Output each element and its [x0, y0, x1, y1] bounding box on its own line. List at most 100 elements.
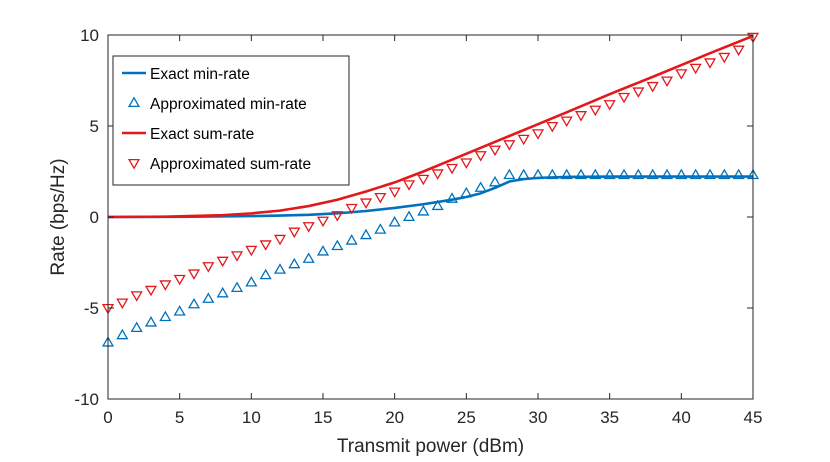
data-point-approximated-sum-rate	[660, 76, 674, 88]
data-point-approximated-min-rate	[144, 316, 158, 327]
x-axis-label: Transmit power (dBm)	[337, 436, 524, 457]
data-point-approximated-min-rate	[675, 168, 688, 180]
data-point-approximated-min-rate	[402, 210, 416, 222]
data-point-approximated-sum-rate	[560, 116, 573, 128]
data-point-approximated-sum-rate	[230, 251, 244, 262]
data-point-approximated-min-rate	[230, 281, 244, 293]
y-tick-label: 10	[80, 26, 99, 45]
data-point-approximated-sum-rate	[116, 298, 129, 310]
data-point-approximated-sum-rate	[216, 256, 229, 268]
legend-swatch-approximated-min-rate	[127, 96, 141, 108]
y-axis-label: Rate (bps/Hz)	[48, 158, 69, 275]
data-point-approximated-min-rate	[288, 257, 301, 269]
legend-label-exact-min-rate: Exact min-rate	[150, 66, 250, 83]
data-point-approximated-sum-rate	[460, 158, 473, 169]
data-point-approximated-sum-rate	[675, 69, 688, 80]
data-point-approximated-sum-rate	[546, 121, 559, 133]
data-point-approximated-min-rate	[273, 263, 287, 274]
data-point-approximated-min-rate	[703, 168, 717, 180]
x-tick-label: 35	[600, 408, 619, 427]
data-point-approximated-min-rate	[560, 168, 573, 180]
x-tick-label: 45	[744, 408, 763, 427]
data-point-approximated-min-rate	[603, 168, 616, 180]
data-point-approximated-sum-rate	[144, 285, 158, 297]
data-point-approximated-sum-rate	[288, 227, 301, 239]
data-point-approximated-sum-rate	[488, 145, 502, 157]
x-tick-label: 15	[314, 408, 333, 427]
data-point-approximated-sum-rate	[445, 163, 459, 175]
data-point-approximated-min-rate	[660, 168, 674, 180]
data-point-approximated-sum-rate	[417, 174, 430, 186]
data-point-approximated-min-rate	[259, 268, 272, 280]
legend-box	[112, 55, 350, 186]
data-point-approximated-min-rate	[718, 168, 731, 180]
y-tick-label: 5	[90, 117, 99, 136]
data-point-approximated-min-rate	[302, 252, 315, 263]
data-point-approximated-min-rate	[632, 168, 645, 180]
data-point-approximated-sum-rate	[316, 216, 330, 228]
y-tick-label: -10	[74, 390, 99, 409]
data-point-approximated-min-rate	[517, 168, 530, 180]
data-point-approximated-min-rate	[531, 168, 545, 180]
data-point-approximated-min-rate	[589, 168, 602, 180]
data-point-approximated-min-rate	[732, 168, 745, 180]
data-point-approximated-min-rate	[689, 168, 702, 180]
x-tick-label: 25	[457, 408, 476, 427]
x-tick-label: 20	[385, 408, 404, 427]
data-point-approximated-sum-rate	[531, 129, 545, 140]
data-point-approximated-min-rate	[388, 215, 401, 227]
data-point-approximated-min-rate	[216, 286, 229, 298]
data-point-approximated-min-rate	[187, 297, 201, 309]
data-point-approximated-min-rate	[130, 321, 143, 333]
data-point-approximated-sum-rate	[259, 240, 272, 251]
data-point-approximated-min-rate	[474, 181, 487, 192]
legend-swatch-approximated-sum-rate	[127, 158, 141, 170]
data-point-approximated-sum-rate	[617, 92, 631, 104]
data-point-approximated-sum-rate	[431, 169, 444, 180]
x-axis: 0 5 10 15 20 25 30 35 40 45	[103, 35, 762, 427]
data-point-approximated-sum-rate	[202, 262, 215, 273]
data-point-approximated-sum-rate	[130, 291, 143, 302]
data-point-approximated-min-rate	[503, 168, 516, 180]
data-point-approximated-sum-rate	[388, 187, 401, 199]
y-tick-label: -5	[84, 299, 99, 318]
data-point-approximated-sum-rate	[632, 87, 645, 98]
data-point-approximated-sum-rate	[703, 58, 717, 69]
data-point-approximated-sum-rate	[474, 151, 487, 162]
data-point-approximated-sum-rate	[746, 32, 760, 44]
data-point-approximated-sum-rate	[374, 192, 387, 204]
data-point-approximated-min-rate	[374, 223, 387, 234]
x-tick-label: 10	[242, 408, 261, 427]
x-tick-label: 30	[529, 408, 548, 427]
y-axis: -10 -5 0 5 10	[74, 26, 753, 409]
data-point-approximated-min-rate	[445, 192, 459, 203]
series-line-exact-sum-rate	[107, 34, 754, 219]
data-point-approximated-min-rate	[546, 168, 559, 180]
legend-label-approximated-sum-rate: Approximated sum-rate	[150, 156, 311, 173]
data-point-approximated-sum-rate	[345, 203, 358, 215]
data-point-approximated-sum-rate	[302, 222, 315, 233]
data-point-approximated-min-rate	[359, 228, 373, 240]
data-point-approximated-min-rate	[345, 234, 358, 245]
data-point-approximated-min-rate	[417, 205, 430, 216]
data-point-approximated-sum-rate	[331, 211, 344, 222]
data-point-approximated-sum-rate	[245, 245, 258, 257]
data-point-approximated-sum-rate	[574, 111, 588, 122]
y-tick-label: 0	[90, 208, 99, 227]
data-point-approximated-sum-rate	[732, 45, 745, 57]
data-point-approximated-sum-rate	[402, 180, 416, 191]
data-point-approximated-sum-rate	[517, 134, 530, 146]
data-point-approximated-min-rate	[460, 186, 473, 198]
data-point-approximated-min-rate	[116, 328, 129, 340]
legend-label-exact-sum-rate: Exact sum-rate	[150, 126, 254, 143]
data-point-approximated-min-rate	[331, 239, 344, 251]
data-point-approximated-sum-rate	[359, 198, 373, 209]
data-point-approximated-min-rate	[488, 175, 502, 187]
data-point-approximated-sum-rate	[503, 140, 516, 151]
series-layer	[101, 32, 760, 347]
data-point-approximated-sum-rate	[187, 269, 201, 280]
data-point-approximated-sum-rate	[603, 100, 616, 111]
data-point-approximated-sum-rate	[273, 234, 287, 246]
x-tick-label: 40	[672, 408, 691, 427]
data-point-approximated-min-rate	[202, 292, 215, 303]
